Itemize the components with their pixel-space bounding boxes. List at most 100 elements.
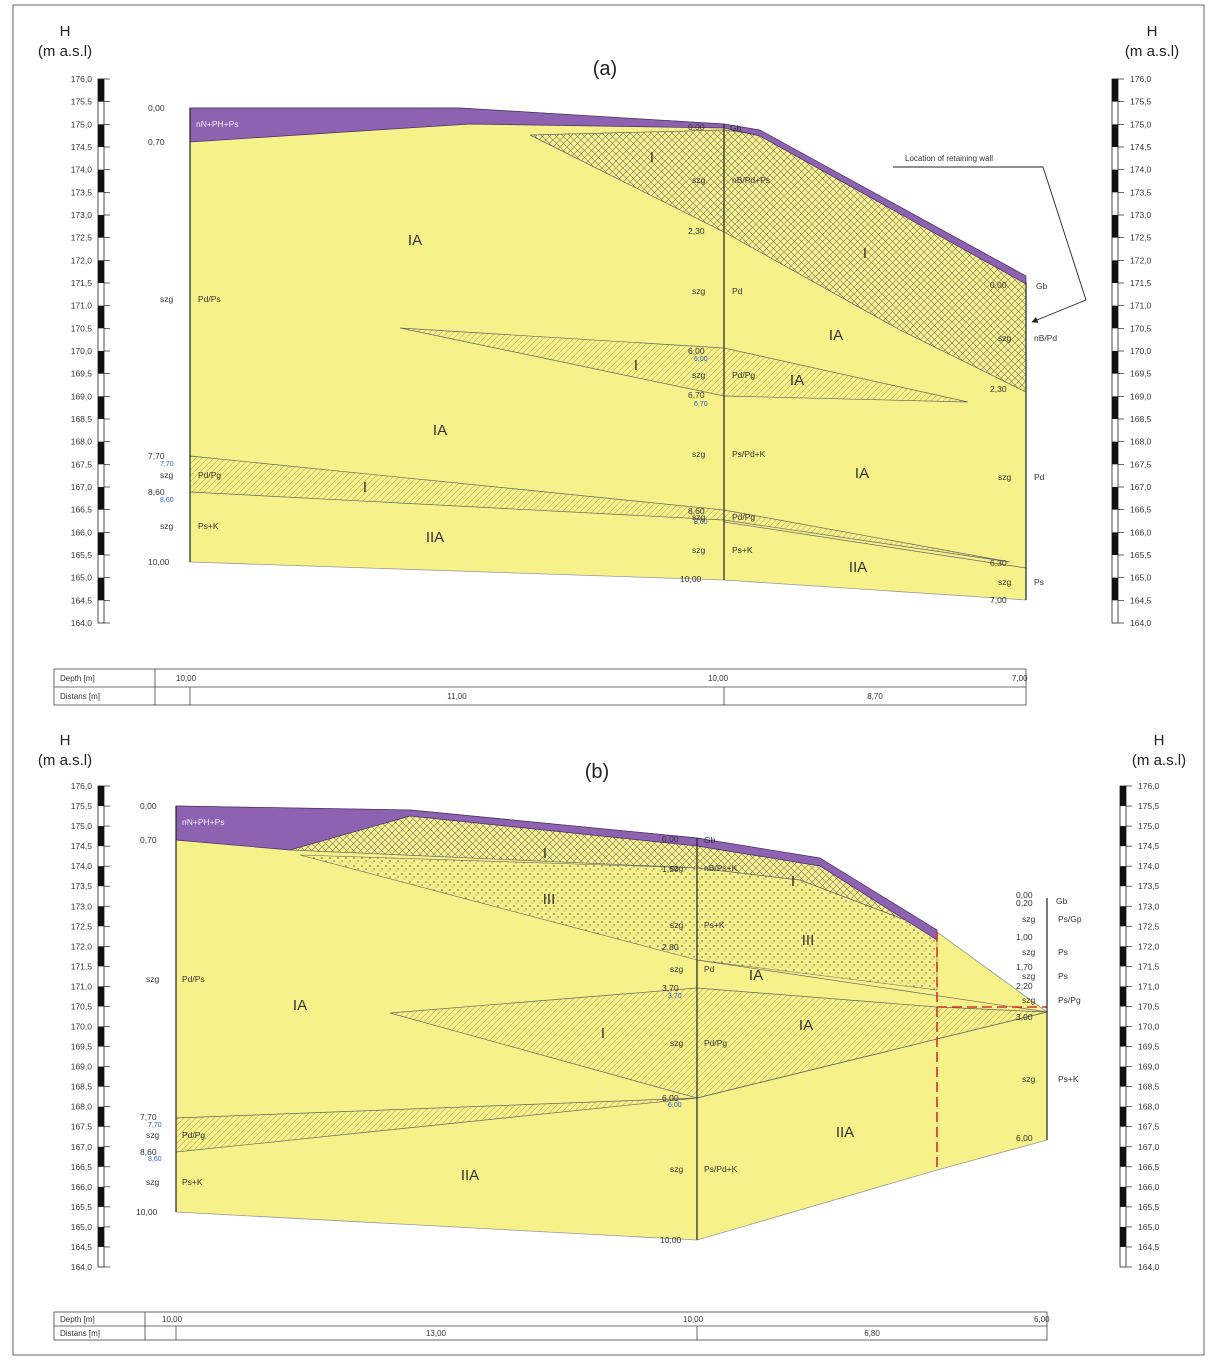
table-depth-header: Depth [m] — [60, 674, 95, 683]
elevation-tick-label: 175,0 — [71, 119, 93, 129]
soil-code: szg — [692, 449, 706, 459]
ruler-segment — [98, 826, 104, 847]
ruler-segment — [1112, 487, 1118, 510]
soil-name: Ps — [1034, 577, 1044, 587]
elevation-tick-label: 167,0 — [71, 482, 93, 492]
table-distance-header: Distans [m] — [60, 692, 100, 701]
axis-a-left-letter: H — [60, 23, 71, 40]
ruler-segment — [1112, 215, 1118, 238]
boundary-IIA-a — [723, 521, 1027, 569]
soil-name: nB/Pd — [1034, 333, 1057, 343]
zone-label-IA: IA — [293, 997, 307, 1014]
depth-label: 0,00 — [1016, 890, 1033, 900]
table-distance-value: 8,70 — [867, 692, 883, 701]
elevation-tick-label: 168,0 — [1138, 1102, 1160, 1112]
ruler-segment — [98, 215, 104, 238]
elevation-tick-label: 168,5 — [1130, 414, 1152, 424]
soil-name: Pd/Pg — [732, 370, 755, 380]
soil-code: szg — [692, 175, 706, 185]
elevation-tick-label: 173,5 — [71, 881, 93, 891]
depth-label: 0,70 — [148, 137, 165, 147]
soil-name: Pd — [1034, 472, 1045, 482]
soil-code: szg — [1022, 1074, 1036, 1084]
elevation-tick-label: 164,0 — [1138, 1262, 1160, 1272]
zone-label-I: I — [863, 245, 867, 262]
table-depth-value: 10,00 — [162, 1315, 183, 1324]
axis-a-left-unit: (m a.s.l) — [38, 43, 92, 60]
elevation-tick-label: 171,5 — [71, 961, 93, 971]
depth-label: 6,00 — [1016, 1133, 1033, 1143]
ruler-segment — [1112, 169, 1118, 193]
depth-label: 0,20 — [1016, 898, 1033, 908]
depth-label: 1,70 — [1016, 962, 1033, 972]
elevation-tick-label: 164,5 — [71, 1242, 93, 1252]
panel-b: (b) H (m a.s.l) H (m a.s.l) 176,0175,517… — [38, 732, 1186, 1341]
soil-code: szg — [1022, 995, 1036, 1005]
zone-label-I: I — [601, 1025, 605, 1042]
depth-label: 6,00 — [662, 1093, 679, 1103]
axis-b-right-ruler: 176,0 175,5 175,0 174,5 174,0 173,5 173,0 172,5… — [1119, 781, 1160, 1272]
soil-code: szg — [692, 370, 706, 380]
topsoil-b — [175, 805, 938, 941]
zone-label-IA: IA — [433, 422, 447, 439]
zone-label-IA: IA — [408, 232, 422, 249]
elevation-tick-label: 176,0 — [1138, 781, 1160, 791]
table-depth-value: 10,00 — [176, 674, 197, 683]
soil-name: Ps/Pd+K — [704, 1164, 738, 1174]
elevation-tick-label: 168,0 — [1130, 437, 1152, 447]
water-level-label: 7,70 — [160, 461, 174, 468]
elevation-tick-label: 172,0 — [1130, 255, 1152, 265]
soil-code: szg — [670, 964, 684, 974]
elevation-tick-label: 175,5 — [71, 97, 93, 107]
topsoil-label-a: nN+PH+Ps — [196, 119, 239, 129]
ruler-segment — [98, 946, 104, 967]
elevation-tick-label: 173,5 — [1130, 187, 1152, 197]
panel-b-title: (b) — [585, 761, 609, 783]
elevation-tick-label: 176,0 — [71, 74, 93, 84]
axis-b-left-unit: (m a.s.l) — [38, 752, 92, 769]
ruler-segment — [98, 1186, 104, 1207]
soil-code: szg — [670, 920, 684, 930]
elevation-tick-label: 166,5 — [1130, 505, 1152, 515]
retaining-wall-callout: Location of retaining wall — [905, 154, 993, 163]
elevation-tick-label: 168,5 — [71, 1082, 93, 1092]
borehole-a-2: 0,00 2,30 6,00 6,70 8,60 10,00 6,00 6,70… — [680, 122, 770, 584]
ruler-segment — [1112, 577, 1118, 601]
ruler-segment — [1112, 532, 1118, 555]
ruler-segment — [98, 532, 104, 555]
elevation-tick-label: 175,5 — [1138, 801, 1160, 811]
distance-table-a: Depth [m] Distans [m] 10,00 10,00 7,00 1… — [53, 668, 1028, 706]
elevation-tick-label: 164,0 — [71, 618, 93, 628]
soil-code: szg — [670, 1164, 684, 1174]
water-level-label: 3,70 — [668, 993, 682, 1000]
elevation-tick-label: 171,5 — [71, 278, 93, 288]
depth-label: 8,60 — [140, 1147, 157, 1157]
elevation-tick-label: 165,0 — [1130, 573, 1152, 583]
soil-name: Ps+K — [198, 521, 219, 531]
panel-a: (a) H (m a.s.l) H (m a.s.l) 176,0175,517… — [38, 23, 1179, 706]
water-level-label: 7,70 — [148, 1122, 162, 1129]
ruler-segment — [1120, 786, 1126, 807]
soil-code: szg — [1022, 971, 1036, 981]
depth-label: 0,00 — [148, 103, 165, 113]
zone-label-I: I — [791, 873, 795, 890]
elevation-tick-label: 172,0 — [71, 941, 93, 951]
soil-name: Ps/Gp — [1058, 914, 1082, 924]
borehole-b-3: 0,00 0,20 1,00 1,70 2,20 3,00 6,00 Gb sz… — [1016, 890, 1082, 1143]
depth-label: 6,00 — [688, 346, 705, 356]
table-distance-value: 13,00 — [426, 1329, 447, 1338]
elevation-tick-label: 172,0 — [71, 255, 93, 265]
elevation-tick-label: 168,5 — [71, 414, 93, 424]
elevation-tick-label: 165,5 — [71, 550, 93, 560]
soil-code: szg — [160, 521, 174, 531]
depth-label: 0,00 — [140, 801, 157, 811]
elevation-tick-label: 172,5 — [71, 921, 93, 931]
soil-name: Pd/Ps — [182, 974, 205, 984]
elevation-tick-label: 168,0 — [71, 437, 93, 447]
elevation-tick-label: 172,5 — [1138, 921, 1160, 931]
elevation-tick-label: 171,0 — [71, 301, 93, 311]
elevation-tick-label: 173,0 — [1138, 901, 1160, 911]
elevation-tick-label: 169,0 — [71, 1062, 93, 1072]
ruler-segment — [1112, 124, 1118, 147]
soil-code: szg — [160, 294, 174, 304]
